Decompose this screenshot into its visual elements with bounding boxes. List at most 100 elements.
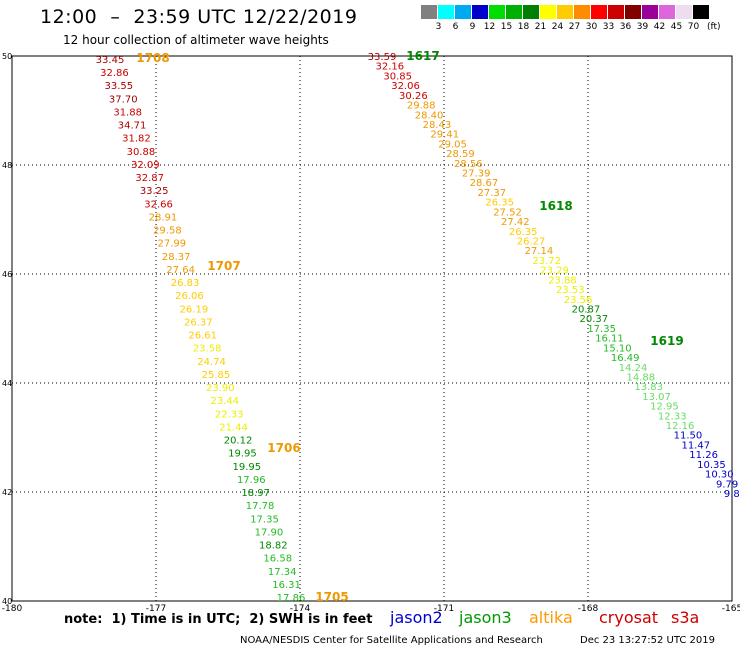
west-track-swh-value: 17.78 <box>246 501 275 512</box>
east-track-swh-value: 27.37 <box>478 188 507 199</box>
west-track-swh-value: 17.90 <box>255 527 284 538</box>
scale-swatch <box>421 5 438 19</box>
east-track-swh-value: 10.30 <box>705 470 734 481</box>
west-track-swh-value: 32.66 <box>144 199 173 210</box>
scale-swatch <box>659 5 676 19</box>
pass-number-label: 1618 <box>539 199 572 213</box>
west-track-swh-value: 28.37 <box>162 252 191 263</box>
lon-tick-label: -174 <box>290 604 311 614</box>
wave-height-color-scale: 3 6 9 12 15 18 21 24 27 30 33 36 39 42 45 70 <box>421 5 728 38</box>
east-track-swh-value: 29.88 <box>407 101 436 112</box>
east-track-swh-value: 27.14 <box>525 246 554 257</box>
scale-label: 15 <box>500 22 513 32</box>
east-track-swh-value: 28.43 <box>423 120 452 131</box>
scale-swatch <box>693 5 710 19</box>
lon-tick-label: -177 <box>146 604 166 614</box>
lon-tick-label: -168 <box>578 604 599 614</box>
west-track-swh-value: 29.58 <box>153 226 182 237</box>
pass-number-label: 1705 <box>315 590 348 604</box>
east-track-swh-value: 9.81 <box>724 489 740 500</box>
east-track-swh-value: 28.67 <box>470 178 499 189</box>
west-track-swh-value: 26.37 <box>184 317 213 328</box>
west-track-swh-value: 32.86 <box>100 68 129 79</box>
east-track-swh-value: 29.05 <box>438 139 467 150</box>
east-track-swh-value: 16.49 <box>611 353 640 364</box>
west-track-swh-value: 28.91 <box>149 212 178 223</box>
page-title: 12:00 – 23:59 UTC 12/22/2019 <box>40 6 358 28</box>
west-track-swh-value: 17.35 <box>250 514 279 525</box>
west-track-swh-value: 33.45 <box>96 55 125 66</box>
east-track-swh-value: 11.50 <box>674 431 703 442</box>
scale-label: 24 <box>551 22 564 32</box>
west-track-swh-value: 30.88 <box>127 147 156 158</box>
east-track-swh-value: 27.52 <box>493 207 522 218</box>
west-track-swh-value: 23.90 <box>206 383 235 394</box>
west-track-swh-value: 31.88 <box>113 107 142 118</box>
east-track-swh-value: 9.79 <box>716 479 738 490</box>
west-track-swh-value: 32.09 <box>131 160 160 171</box>
lat-tick-label: 46 <box>2 270 12 279</box>
east-track-swh-value: 12.16 <box>666 421 695 432</box>
lat-tick-label: 50 <box>2 52 12 61</box>
scale-swatch <box>557 5 574 19</box>
scale-swatch <box>455 5 472 19</box>
west-track-swh-value: 26.61 <box>188 331 217 342</box>
page-subtitle: 12 hour collection of altimeter wave hei… <box>63 33 329 47</box>
pass-number-label: 1706 <box>267 441 300 455</box>
scale-swatch <box>574 5 591 19</box>
units-note: note: 1) Time is in UTC; 2) SWH is in fe… <box>64 612 373 627</box>
east-track-swh-value: 15.10 <box>603 343 632 354</box>
lat-tick-label: 44 <box>2 379 12 388</box>
west-track-swh-value: 26.06 <box>175 291 204 302</box>
east-track-swh-value: 23.88 <box>548 275 577 286</box>
west-track-swh-value: 22.33 <box>215 409 244 420</box>
west-track-swh-value: 23.58 <box>193 344 222 355</box>
lon-tick-label: -171 <box>434 604 454 614</box>
east-track-swh-value: 14.88 <box>627 372 656 383</box>
east-track-swh-value: 27.39 <box>462 169 491 180</box>
satellite-name: s3a <box>671 608 700 627</box>
west-track-swh-value: 17.86 <box>277 593 306 604</box>
west-track-swh-value: 20.12 <box>224 436 253 447</box>
scale-label: 33 <box>602 22 615 32</box>
west-track-swh-value: 18.82 <box>259 541 288 552</box>
scale-label: 3 <box>435 22 442 32</box>
scale-swatch <box>642 5 659 19</box>
satellite-name: jason2 <box>390 608 443 627</box>
west-track-swh-value: 27.64 <box>166 265 195 276</box>
scale-swatch <box>472 5 489 19</box>
scale-swatch <box>591 5 608 19</box>
west-track-swh-value: 19.95 <box>228 449 257 460</box>
east-track-swh-value: 28.59 <box>446 149 475 160</box>
scale-label: 12 <box>483 22 496 32</box>
lon-tick-label: -180 <box>2 604 23 614</box>
generated-timestamp: Dec 23 13:27:52 UTC 2019 <box>580 635 715 646</box>
west-track-swh-value: 18.97 <box>241 488 270 499</box>
scale-label: 6 <box>452 22 459 32</box>
east-track-swh-value: 33.59 <box>368 52 397 63</box>
west-track-swh-value: 16.31 <box>272 580 301 591</box>
east-track-swh-value: 11.26 <box>689 450 718 461</box>
pass-number-label: 1708 <box>136 51 169 65</box>
west-track-swh-value: 19.95 <box>233 462 262 473</box>
lat-tick-label: 48 <box>2 161 12 170</box>
plot-frame <box>11 55 733 602</box>
east-track-swh-value: 10.35 <box>697 460 726 471</box>
west-track-swh-value: 31.82 <box>122 134 151 145</box>
scale-label: 9 <box>469 22 476 32</box>
pass-number-label: 1617 <box>406 49 439 63</box>
east-track-swh-value: 23.72 <box>532 256 561 267</box>
scale-label: 70 <box>687 22 700 32</box>
east-track-swh-value: 28.40 <box>415 110 444 121</box>
west-track-swh-value: 34.71 <box>118 121 147 132</box>
east-track-swh-value: 26.27 <box>517 237 546 248</box>
credit-line: NOAA/NESDIS Center for Satellite Applica… <box>240 635 543 646</box>
scale-label: 39 <box>636 22 649 32</box>
west-track-swh-value: 17.96 <box>237 475 266 486</box>
west-track-swh-value: 27.99 <box>157 239 186 250</box>
lat-tick-label: 42 <box>2 488 12 497</box>
east-track-swh-value: 17.35 <box>587 324 616 335</box>
scale-swatch <box>506 5 523 19</box>
east-track-swh-value: 14.24 <box>619 363 648 374</box>
scale-swatch <box>523 5 540 19</box>
